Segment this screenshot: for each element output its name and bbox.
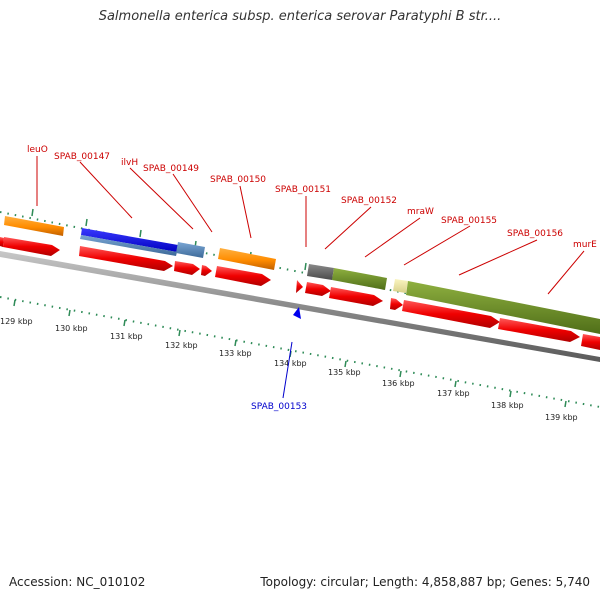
gene-label-ilvH[interactable]: ilvH	[121, 158, 138, 168]
kbp-label-135: 135 kbp	[328, 368, 361, 377]
gene-label-mraW[interactable]: mraW	[407, 207, 434, 217]
feature-SPAB_00152[interactable]	[307, 264, 334, 280]
gene-label-SPAB_00151[interactable]: SPAB_00151	[275, 185, 331, 195]
cds-arrow[interactable]	[3, 237, 60, 256]
gene-label-SPAB_00152[interactable]: SPAB_00152	[341, 196, 397, 206]
kbp-label-131: 131 kbp	[110, 332, 143, 341]
feature-SPAB_00147[interactable]	[81, 228, 178, 252]
gene-label-SPAB_00156[interactable]: SPAB_00156	[507, 229, 563, 239]
feature-SPAB_00147-segment[interactable]	[80, 235, 177, 256]
feature-ilvH[interactable]	[176, 242, 205, 258]
feature-SPAB_00153[interactable]	[293, 307, 301, 319]
map-title: Salmonella enterica subsp. enterica sero…	[98, 9, 502, 24]
kbp-label-133: 133 kbp	[219, 349, 252, 358]
accession-text: Accession: NC_010102	[9, 575, 146, 589]
cds-arrow[interactable]	[329, 287, 383, 306]
callout-lines	[36, 156, 585, 399]
gene-label-SPAB_00149[interactable]: SPAB_00149	[143, 164, 199, 174]
cds-arrow[interactable]	[215, 266, 271, 286]
upper-feature-track	[4, 216, 600, 334]
genome-backbone	[0, 251, 600, 362]
cds-arrow[interactable]	[79, 246, 173, 271]
kbp-label-129: 129 kbp	[0, 317, 33, 326]
cds-arrow[interactable]	[305, 282, 331, 296]
feature-leuO[interactable]	[4, 216, 64, 236]
kbp-label-139: 139 kbp	[545, 413, 578, 422]
gene-label-SPAB_00147[interactable]: SPAB_00147	[54, 152, 110, 162]
cds-arrow[interactable]	[296, 280, 303, 293]
cds-arrow[interactable]	[498, 318, 580, 342]
kbp-labels: 129 kbp 130 kbp 131 kbp 132 kbp 133 kbp …	[0, 317, 578, 422]
gene-label-leuO[interactable]: leuO	[27, 145, 48, 155]
cds-track	[0, 237, 600, 350]
topology-text: Topology: circular; Length: 4,858,887 bp…	[260, 575, 590, 589]
feature-SPAB_00155[interactable]	[393, 279, 408, 293]
cds-arrow[interactable]	[174, 261, 200, 275]
kbp-label-132: 132 kbp	[165, 341, 198, 350]
feature-SPAB_00150[interactable]	[218, 248, 276, 270]
feature-murE[interactable]	[406, 281, 600, 334]
gene-labels: leuO SPAB_00147 ilvH SPAB_00149 SPAB_001…	[27, 145, 597, 412]
gene-label-SPAB_00150[interactable]: SPAB_00150	[210, 175, 266, 185]
cds-arrow[interactable]	[0, 237, 4, 247]
gene-label-murE[interactable]: murE	[573, 240, 597, 250]
gene-label-SPAB_00155[interactable]: SPAB_00155	[441, 216, 497, 226]
feature-mraW[interactable]	[332, 268, 387, 290]
cds-arrow[interactable]	[201, 265, 212, 276]
kbp-label-130: 130 kbp	[55, 324, 88, 333]
cds-arrow[interactable]	[581, 334, 600, 350]
kbp-label-136: 136 kbp	[382, 379, 415, 388]
kbp-label-138: 138 kbp	[491, 401, 524, 410]
cds-arrow[interactable]	[402, 300, 500, 328]
kbp-label-137: 137 kbp	[437, 389, 470, 398]
kbp-label-134: 134 kbp	[274, 359, 307, 368]
gene-label-SPAB_00153[interactable]: SPAB_00153	[251, 402, 307, 412]
cds-arrow[interactable]	[390, 298, 403, 310]
